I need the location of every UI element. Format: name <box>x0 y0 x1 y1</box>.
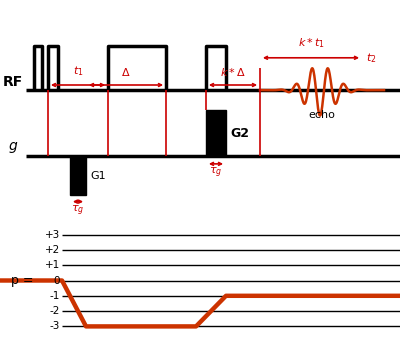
Text: -2: -2 <box>50 306 60 316</box>
Text: -3: -3 <box>50 321 60 332</box>
Text: $\tau_g$: $\tau_g$ <box>209 166 223 180</box>
Text: $\Delta$: $\Delta$ <box>121 66 131 78</box>
Text: -1: -1 <box>50 291 60 301</box>
Text: +3: +3 <box>45 230 60 240</box>
Text: RF: RF <box>3 74 23 89</box>
Text: $t_2$: $t_2$ <box>366 51 376 65</box>
Text: +2: +2 <box>45 245 60 255</box>
Text: G2: G2 <box>230 127 249 140</box>
Text: $k*\Delta$: $k*\Delta$ <box>220 66 246 78</box>
Text: 0: 0 <box>54 275 60 286</box>
Text: g: g <box>8 139 17 153</box>
Text: p =: p = <box>11 274 33 287</box>
Text: echo: echo <box>308 110 336 120</box>
Text: $k*t_1$: $k*t_1$ <box>298 36 324 50</box>
Text: G1: G1 <box>90 171 106 181</box>
Text: $\tau_g$: $\tau_g$ <box>71 203 85 218</box>
Polygon shape <box>70 156 86 196</box>
Polygon shape <box>206 110 226 156</box>
Text: $t_1$: $t_1$ <box>73 64 83 78</box>
Text: +1: +1 <box>45 260 60 270</box>
